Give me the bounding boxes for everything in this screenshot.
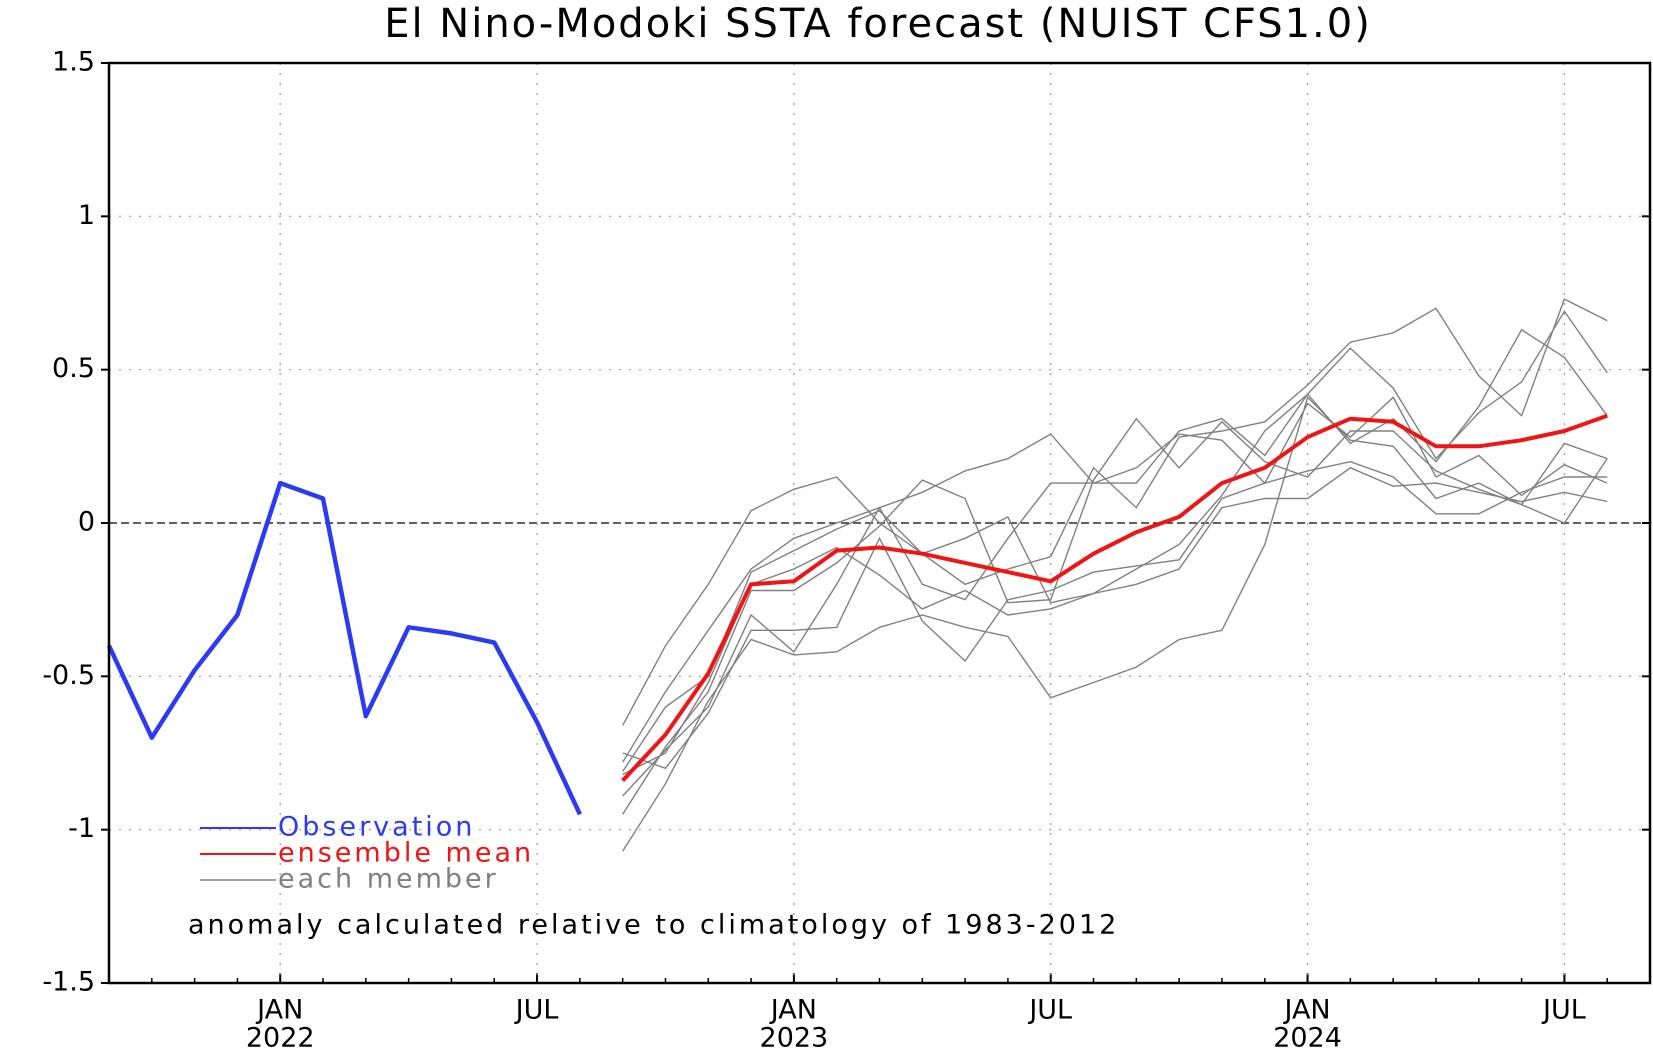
x-tick-label: JAN	[769, 995, 817, 1026]
y-tick-label: 0.5	[52, 353, 95, 384]
member-line	[622, 328, 1608, 772]
x-tick-label: JUL	[1541, 995, 1586, 1026]
y-tick-label: -1.5	[42, 967, 95, 998]
x-tick-label: JAN	[255, 995, 303, 1026]
y-tick-label: 1	[78, 200, 95, 231]
member-line	[622, 396, 1608, 797]
annotation: anomaly calculated relative to climatolo…	[188, 910, 1119, 941]
y-tick-label: -1	[68, 813, 95, 844]
x-tick-year: 2024	[1273, 1023, 1342, 1052]
y-tick-label: 1.5	[52, 47, 95, 78]
legend-label: each member	[278, 864, 499, 895]
member-line	[622, 310, 1608, 763]
x-tick-year: 2022	[246, 1023, 315, 1052]
member-line	[622, 395, 1608, 852]
y-tick-label: -0.5	[42, 660, 95, 691]
series-line	[621, 413, 1608, 782]
plot-frame	[107, 61, 1652, 985]
x-tick-year: 2023	[760, 1023, 829, 1052]
x-tick-label: JAN	[1282, 995, 1330, 1026]
legend-label: ensemble mean	[278, 838, 534, 869]
series-line	[106, 480, 582, 816]
y-tick-label: 0	[78, 507, 95, 538]
chart-title: El Nino-Modoki SSTA forecast (NUIST CFS1…	[384, 1, 1372, 47]
member-line	[622, 417, 1608, 815]
member-line	[622, 460, 1608, 770]
x-tick-label: JUL	[1027, 995, 1072, 1026]
member-line	[622, 298, 1608, 726]
legend-label: Observation	[278, 812, 475, 843]
x-tick-label: JUL	[514, 995, 559, 1026]
member-line	[622, 467, 1608, 776]
